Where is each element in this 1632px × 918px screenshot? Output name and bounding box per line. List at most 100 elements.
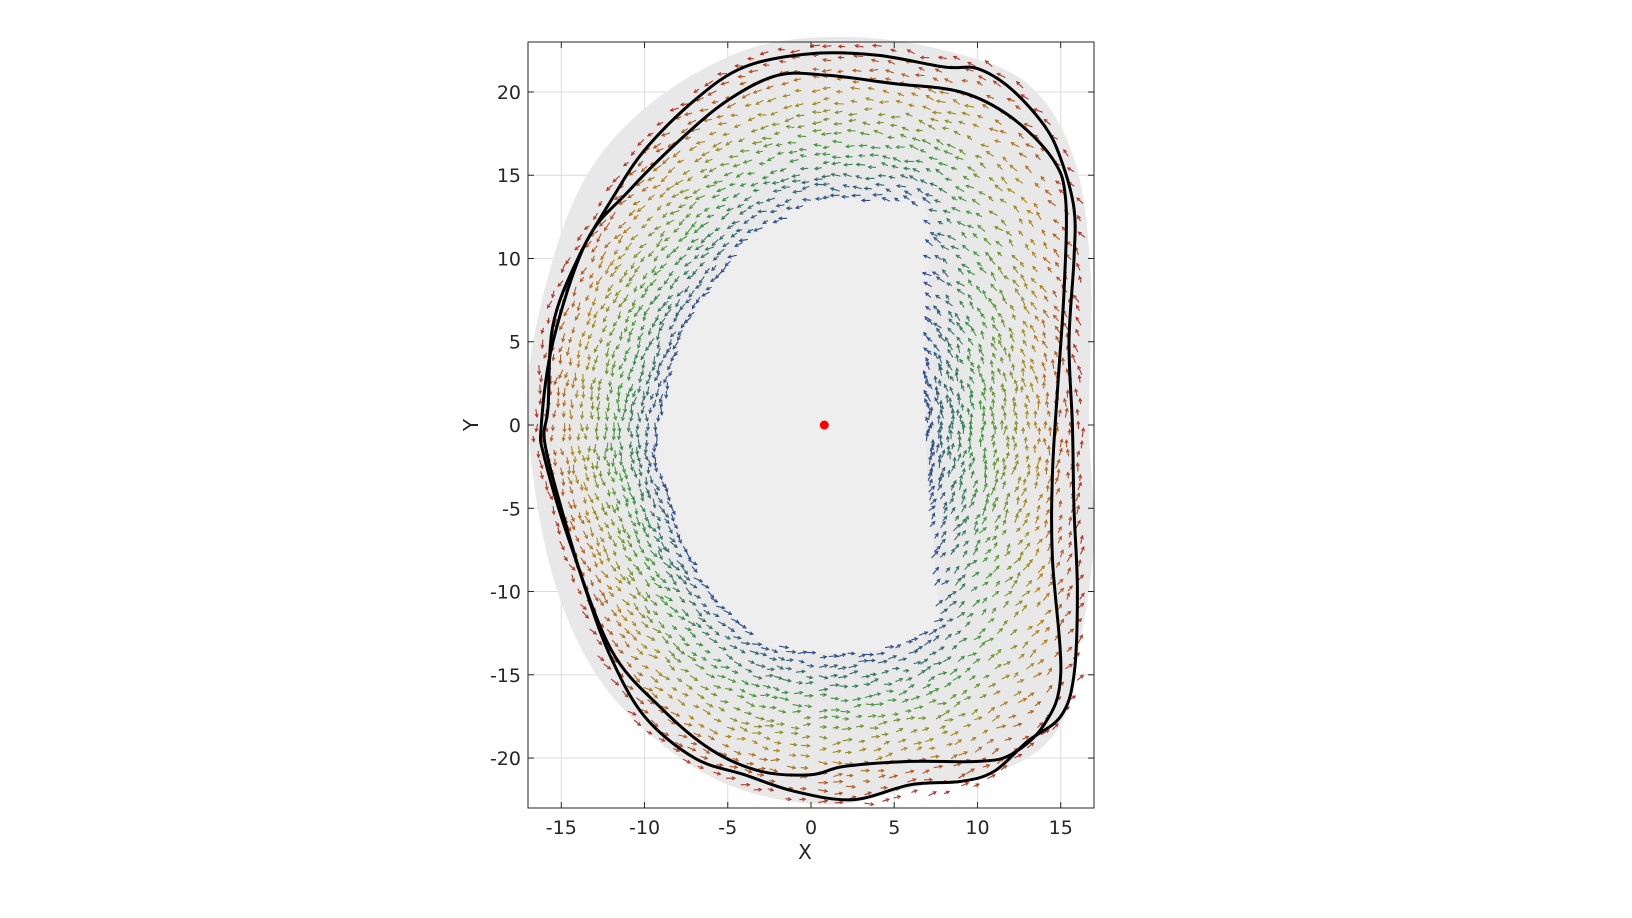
vector-arrow: [632, 200, 641, 205]
vector-arrow: [862, 121, 871, 126]
vector-arrow: [719, 162, 730, 167]
vector-arrow: [678, 204, 686, 209]
vector-arrow: [959, 358, 964, 365]
vector-arrow: [966, 407, 971, 416]
vector-arrow: [723, 171, 733, 177]
vector-arrow: [992, 352, 996, 359]
vector-arrow: [666, 346, 672, 354]
vector-arrow: [946, 143, 956, 149]
vector-arrow: [789, 49, 800, 54]
vector-arrow: [914, 73, 925, 78]
vector-arrow: [1019, 385, 1024, 393]
vector-arrow: [903, 166, 911, 171]
vector-arrow: [852, 79, 860, 85]
vector-arrow: [672, 150, 681, 158]
vector-arrow: [631, 299, 636, 307]
vector-arrow: [604, 292, 612, 299]
vector-arrow: [1018, 132, 1024, 139]
vector-arrow: [1074, 388, 1079, 397]
vector-arrow: [722, 242, 730, 247]
vector-arrow: [632, 357, 637, 366]
vector-arrow: [706, 232, 714, 238]
vector-arrow: [811, 110, 822, 115]
vector-arrow: [882, 798, 891, 802]
vector-arrow: [1002, 156, 1008, 163]
vector-arrow: [938, 366, 943, 376]
vector-arrow: [755, 149, 763, 154]
vector-arrow: [688, 290, 695, 298]
vector-arrow: [906, 49, 915, 54]
vector-arrow: [988, 297, 994, 306]
vector-arrow: [571, 300, 576, 308]
vector-arrow: [1013, 204, 1019, 213]
vector-arrow: [1043, 352, 1048, 362]
vector-arrow: [1041, 340, 1048, 349]
vector-arrow: [982, 289, 988, 300]
vector-arrow: [679, 102, 688, 107]
vector-arrow: [652, 143, 662, 149]
vector-arrow: [988, 195, 994, 202]
vector-arrow: [860, 198, 871, 203]
vector-arrow: [688, 201, 697, 210]
vector-arrow: [1008, 327, 1014, 335]
vector-arrow: [924, 193, 933, 197]
vector-arrow: [791, 178, 801, 184]
vector-arrow: [887, 135, 895, 140]
vector-arrow: [829, 193, 840, 198]
vector-arrow: [977, 75, 987, 81]
vector-arrow: [969, 375, 975, 384]
vector-arrow: [775, 203, 785, 208]
vector-arrow: [969, 412, 974, 422]
vector-arrow: [646, 216, 653, 222]
vector-arrow: [922, 105, 931, 111]
vector-arrow: [836, 69, 844, 74]
vector-arrow: [1020, 273, 1026, 282]
vector-arrow: [979, 162, 986, 169]
vector-arrow: [664, 308, 672, 317]
vector-arrow: [1053, 370, 1058, 380]
vector-arrow: [788, 150, 798, 155]
vector-arrow: [821, 68, 832, 73]
vector-arrow: [1030, 238, 1036, 246]
vector-arrow: [971, 198, 981, 206]
vector-arrow: [659, 263, 667, 269]
vector-arrow: [848, 118, 857, 123]
vector-arrow: [586, 318, 591, 326]
vector-arrow: [1043, 118, 1051, 126]
vector-arrow: [961, 111, 970, 116]
vector-arrow: [851, 193, 861, 198]
vector-arrow: [625, 281, 632, 288]
vector-arrow: [880, 162, 889, 167]
vector-arrow: [936, 309, 942, 316]
vector-arrow: [633, 308, 641, 318]
vector-arrow: [752, 89, 762, 94]
vector-arrow: [1064, 407, 1069, 418]
vector-arrow: [1002, 296, 1008, 305]
vector-arrow: [775, 142, 783, 147]
vector-arrow: [871, 43, 882, 48]
center-marker-layer: [819, 420, 829, 430]
vector-arrow: [924, 292, 932, 298]
vector-arrow: [999, 289, 1005, 298]
vector-arrow: [813, 177, 823, 182]
vector-arrow: [685, 213, 691, 218]
vector-arrow: [1008, 238, 1014, 247]
vector-arrow: [955, 281, 965, 287]
vector-arrow: [988, 385, 994, 393]
vector-arrow: [785, 124, 795, 129]
vector-arrow: [887, 60, 896, 65]
vector-arrow: [605, 184, 613, 192]
vector-arrow: [921, 139, 931, 145]
vector-arrow: [623, 269, 628, 277]
vector-arrow: [680, 128, 688, 134]
vector-arrow: [966, 135, 973, 141]
vector-arrow: [649, 279, 657, 287]
vector-arrow: [563, 307, 570, 317]
vector-arrow: [935, 139, 944, 146]
vector-arrow: [636, 205, 646, 213]
vector-arrow: [963, 103, 975, 108]
vector-arrow: [924, 397, 929, 408]
vector-arrow: [1009, 164, 1018, 172]
vector-arrow: [996, 72, 1006, 78]
vector-arrow: [945, 393, 950, 403]
